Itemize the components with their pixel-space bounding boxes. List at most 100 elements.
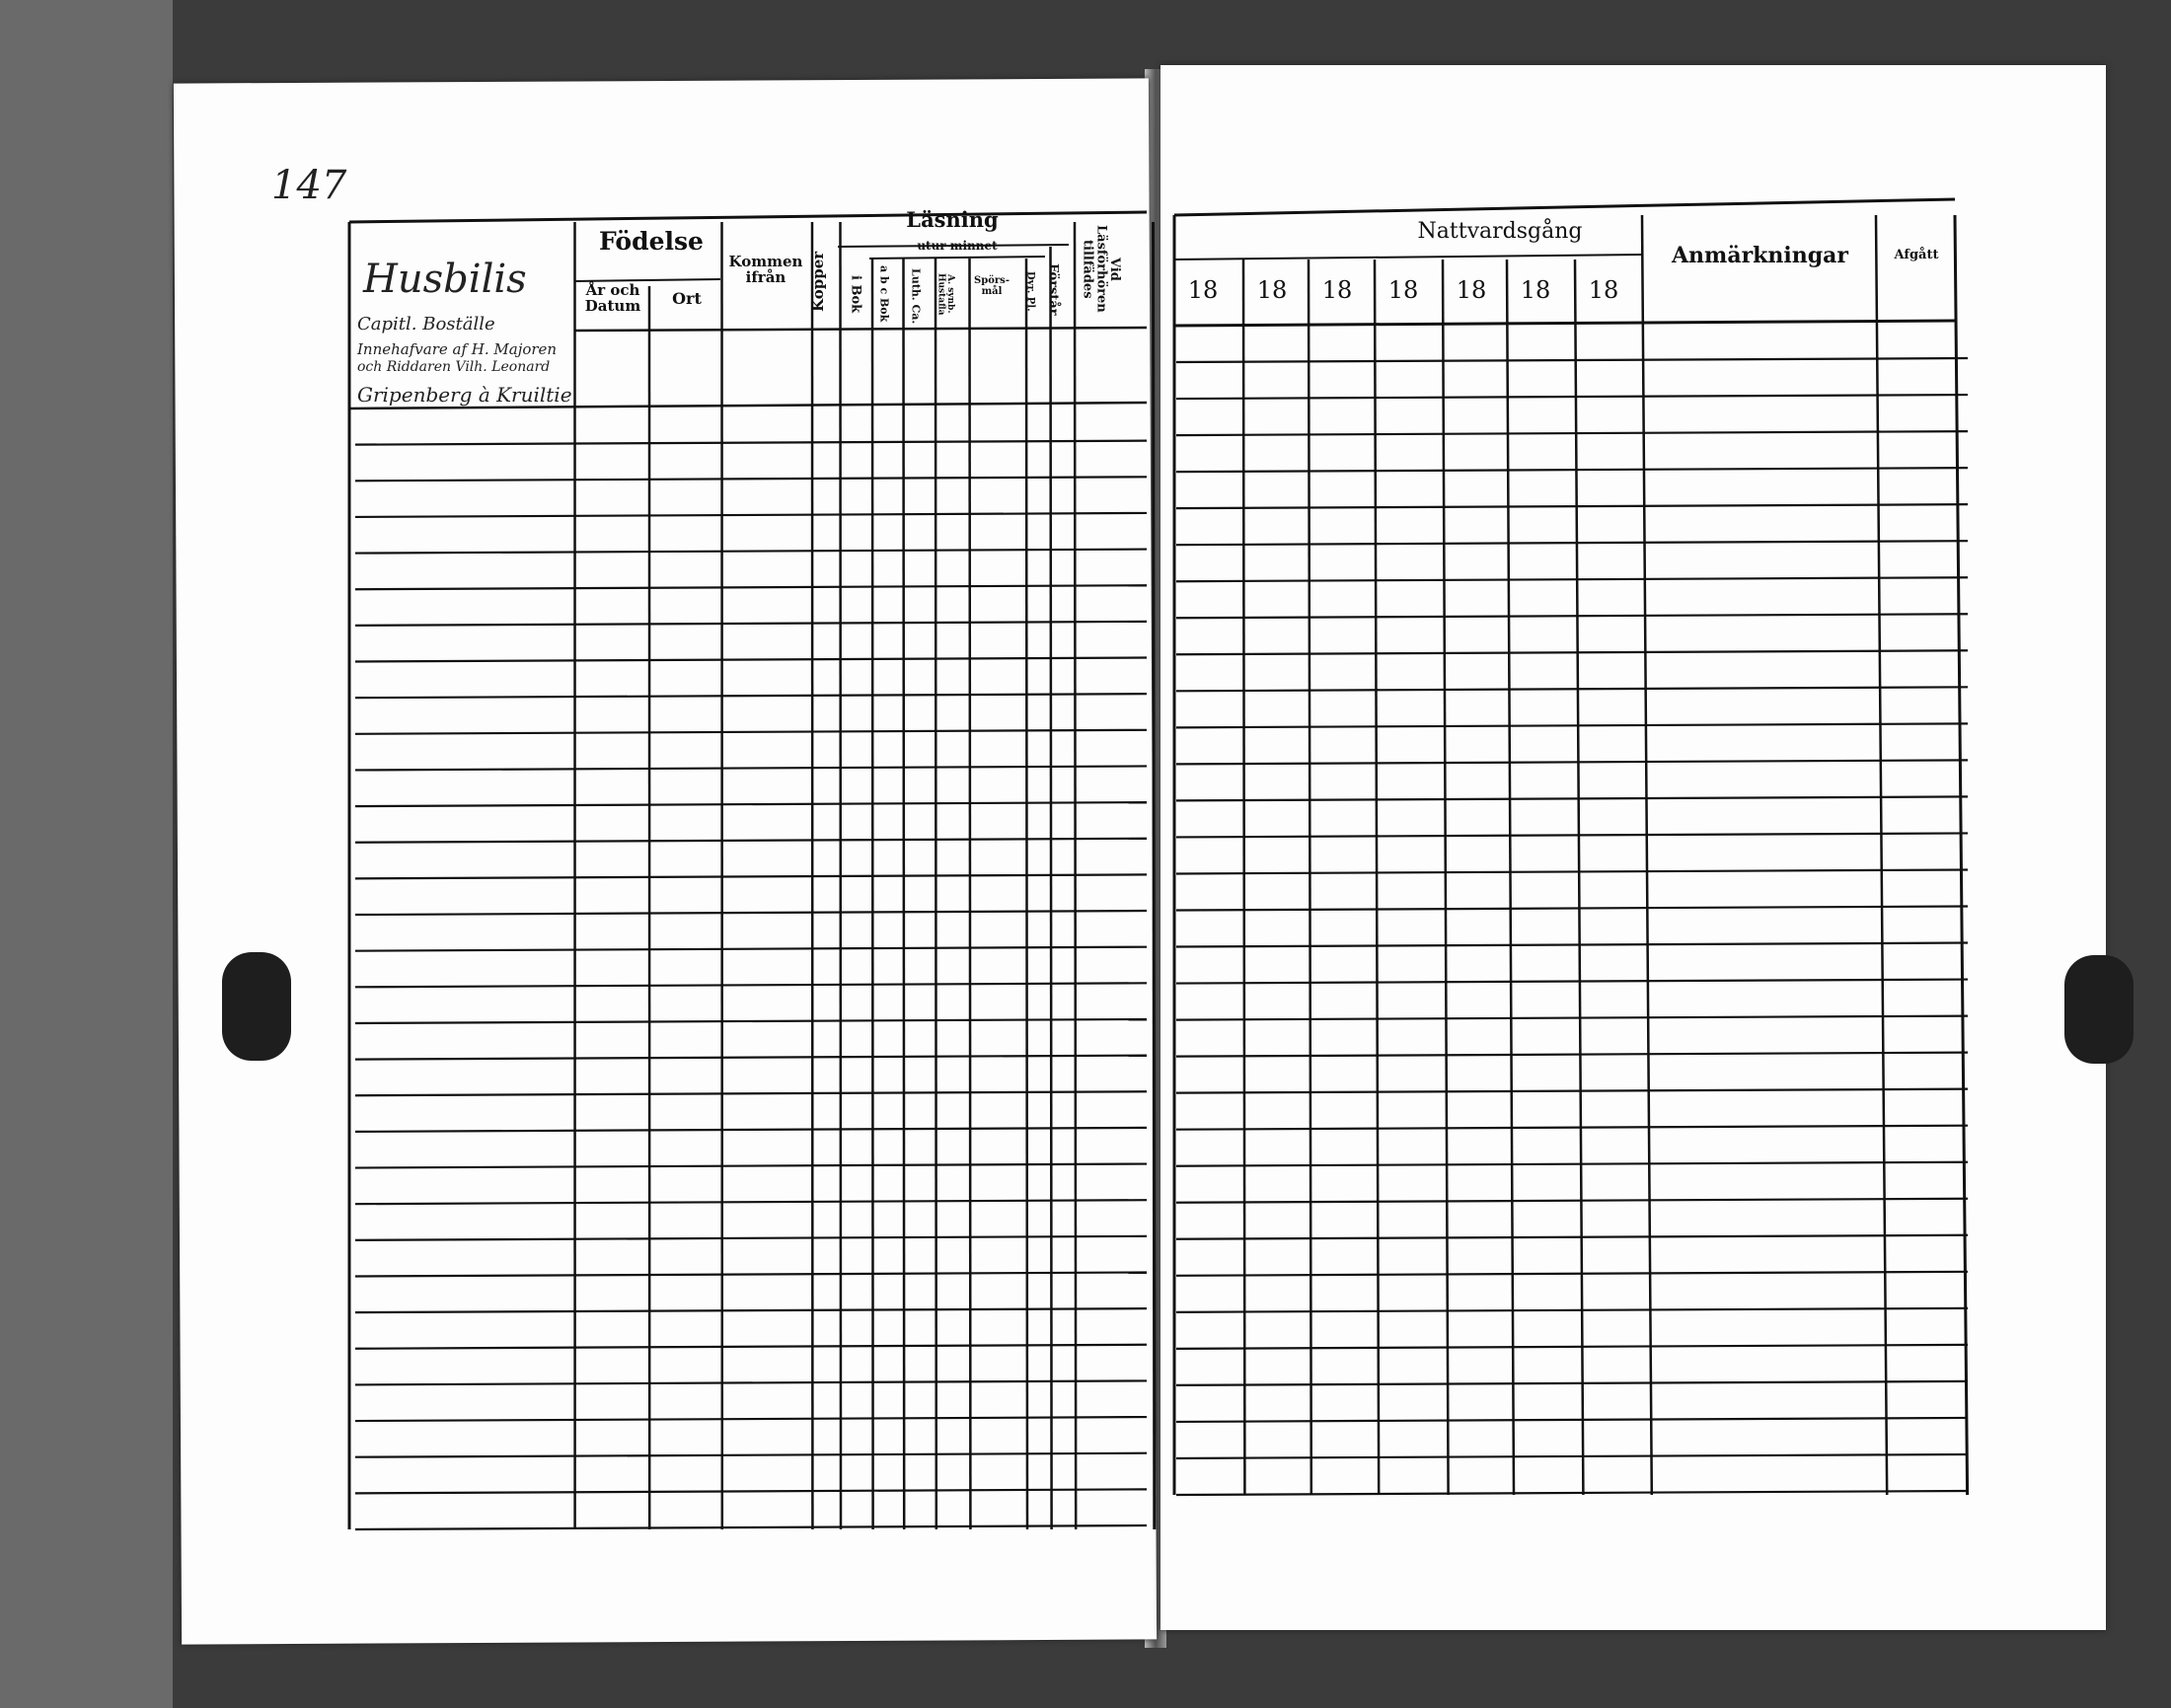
column-line (902, 258, 906, 1530)
header-ar-och-datum: År och Datum (584, 281, 641, 315)
table-border (1173, 197, 1956, 217)
row-line (354, 837, 1148, 844)
row-line (1175, 1379, 1969, 1387)
row-line (1175, 503, 1969, 510)
header-year: 18 (1321, 276, 1353, 304)
row-line (354, 982, 1148, 989)
header-bottom-line (573, 326, 1148, 333)
row-line (1175, 1343, 1969, 1350)
row-line (354, 476, 1148, 483)
header-forstar: Förstår (1045, 262, 1061, 316)
column-line (1505, 259, 1516, 1496)
row-line (354, 1523, 1148, 1531)
column-line (1373, 259, 1381, 1496)
header-anmarkningar: Anmärkningar (1671, 243, 1848, 268)
column-line (1441, 259, 1450, 1496)
row-line (354, 1054, 1148, 1061)
header-year: 18 (1187, 276, 1219, 304)
row-line (354, 1451, 1148, 1458)
header-year: 18 (1387, 276, 1419, 304)
header-vid-lasforhoren: Vid Läsförhören tillfädes (1080, 225, 1122, 313)
row-line (354, 1234, 1148, 1241)
column-line (1049, 246, 1053, 1530)
row-line (354, 1415, 1148, 1423)
row-line (354, 439, 1148, 446)
row-line (1175, 722, 1969, 729)
header-afgatt: Afgått (1894, 248, 1939, 262)
handwritten-line: Gripenberg à Kruiltie (357, 383, 572, 407)
row-line (1175, 1124, 1969, 1131)
row-line (1175, 868, 1969, 875)
row-line (1175, 1160, 1969, 1167)
row-line (354, 584, 1148, 591)
page-clip-right (2064, 955, 2134, 1064)
handwritten-line: Capitl. Boställe (357, 314, 495, 334)
row-line (354, 765, 1148, 772)
header-dyr-pl: Dyr. Pl. (1024, 270, 1036, 312)
header-divider (837, 244, 1070, 248)
column-line (1953, 214, 1970, 1496)
handwritten-line: Innehafvare af H. Majoren (357, 340, 558, 358)
header-divider (1173, 254, 1643, 260)
row-line (354, 873, 1148, 880)
row-line (1175, 941, 1969, 948)
row-line (354, 1017, 1148, 1025)
header-divider (868, 256, 1046, 260)
row-line (354, 800, 1148, 808)
row-line (354, 1126, 1148, 1134)
row-line (1175, 832, 1969, 839)
header-year: 18 (1520, 276, 1551, 304)
row-line (1175, 795, 1969, 802)
column-line (870, 258, 874, 1530)
header-bottom-line (1173, 319, 1956, 328)
column-line (1152, 221, 1157, 1530)
column-line (1874, 214, 1889, 1496)
row-line (1175, 1416, 1969, 1424)
row-line (354, 1379, 1148, 1386)
row-line (1175, 1197, 1969, 1204)
row-line (1175, 356, 1969, 364)
column-line (968, 258, 972, 1530)
header-utur-minnet: utur minnet (917, 239, 998, 253)
column-line (1573, 259, 1585, 1496)
row-line (354, 1199, 1148, 1206)
row-line (354, 1343, 1148, 1350)
row-line (1175, 978, 1969, 985)
row-line (1175, 429, 1969, 437)
row-line (1175, 613, 1969, 620)
row-line (1175, 1306, 1969, 1313)
row-line (354, 548, 1148, 555)
scanner-edge (0, 0, 173, 1708)
header-divider (573, 278, 721, 282)
header-nattvardsgang: Nattvardsgång (1417, 219, 1583, 244)
row-line (1175, 905, 1969, 912)
row-line (354, 945, 1148, 952)
row-line (354, 1271, 1148, 1278)
header-i-bok: i Bok (848, 274, 863, 314)
row-line (1175, 576, 1969, 583)
header-year: 18 (1456, 276, 1487, 304)
row-line (1175, 393, 1969, 401)
row-line (1175, 1087, 1969, 1094)
handwritten-title: Husbilis (363, 257, 527, 302)
row-line (354, 1488, 1148, 1495)
row-line (1175, 686, 1969, 693)
row-line (1175, 759, 1969, 766)
row-line (354, 1090, 1148, 1097)
row-line (354, 693, 1148, 700)
page-clip-left (222, 952, 291, 1061)
header-year: 18 (1588, 276, 1619, 304)
header-fodelse: Födelse (599, 227, 704, 256)
row-line (1175, 1270, 1969, 1277)
column-line (1241, 259, 1246, 1496)
row-line (354, 656, 1148, 663)
row-line (1175, 1051, 1969, 1058)
row-line (1175, 1489, 1969, 1497)
row-line (354, 1307, 1148, 1314)
row-line (1175, 1452, 1969, 1460)
row-line (348, 401, 1148, 410)
row-line (1175, 467, 1969, 474)
header-kommen-ifran: Kommen ifrån (728, 253, 803, 286)
row-line (354, 1162, 1148, 1169)
